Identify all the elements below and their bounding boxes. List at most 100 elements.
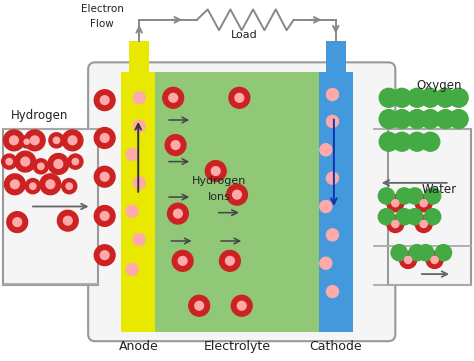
Circle shape xyxy=(30,136,39,145)
Circle shape xyxy=(100,134,109,142)
Circle shape xyxy=(9,136,18,145)
Circle shape xyxy=(72,158,79,165)
Bar xyxy=(326,41,346,72)
Text: Load: Load xyxy=(231,30,257,40)
Circle shape xyxy=(178,256,187,265)
Circle shape xyxy=(24,130,45,151)
Bar xyxy=(121,72,155,332)
Circle shape xyxy=(379,88,398,107)
Circle shape xyxy=(94,127,115,148)
Circle shape xyxy=(66,183,73,190)
Circle shape xyxy=(49,133,64,148)
Circle shape xyxy=(319,257,332,269)
Circle shape xyxy=(133,92,146,104)
Circle shape xyxy=(195,301,203,310)
Circle shape xyxy=(421,132,440,151)
Circle shape xyxy=(189,295,210,316)
Circle shape xyxy=(219,251,240,271)
Circle shape xyxy=(425,188,441,204)
Circle shape xyxy=(13,218,22,226)
Circle shape xyxy=(172,251,193,271)
Circle shape xyxy=(227,184,247,205)
Circle shape xyxy=(40,174,61,195)
Circle shape xyxy=(133,234,146,246)
Circle shape xyxy=(68,136,77,145)
Circle shape xyxy=(3,130,24,151)
Circle shape xyxy=(126,205,138,217)
Text: Cathode: Cathode xyxy=(310,340,362,353)
Circle shape xyxy=(171,141,180,149)
Circle shape xyxy=(449,88,468,107)
Circle shape xyxy=(420,200,427,207)
Circle shape xyxy=(163,87,183,108)
Circle shape xyxy=(392,221,399,227)
Circle shape xyxy=(400,251,417,269)
Circle shape xyxy=(64,216,72,225)
Circle shape xyxy=(62,179,77,194)
Circle shape xyxy=(326,88,338,101)
Circle shape xyxy=(425,209,441,225)
Circle shape xyxy=(436,245,452,261)
Circle shape xyxy=(100,96,109,105)
Circle shape xyxy=(38,163,44,170)
Circle shape xyxy=(133,177,146,189)
Text: Anode: Anode xyxy=(119,340,159,353)
Circle shape xyxy=(237,301,246,310)
Circle shape xyxy=(404,256,411,264)
Circle shape xyxy=(126,263,138,275)
Circle shape xyxy=(379,110,398,129)
Circle shape xyxy=(415,216,432,232)
Circle shape xyxy=(233,190,241,199)
Circle shape xyxy=(436,88,455,107)
Circle shape xyxy=(420,221,427,227)
Circle shape xyxy=(7,212,27,232)
Circle shape xyxy=(421,110,440,129)
Circle shape xyxy=(173,209,182,218)
Circle shape xyxy=(408,110,427,129)
Circle shape xyxy=(378,188,394,204)
Circle shape xyxy=(133,120,146,132)
Text: Water: Water xyxy=(422,183,457,196)
Circle shape xyxy=(415,195,432,212)
Circle shape xyxy=(378,209,394,225)
Circle shape xyxy=(10,180,19,189)
Circle shape xyxy=(94,166,115,187)
Circle shape xyxy=(94,90,115,110)
Circle shape xyxy=(15,151,36,172)
Circle shape xyxy=(53,137,60,144)
Circle shape xyxy=(379,132,398,151)
Text: Flow: Flow xyxy=(91,19,114,29)
Circle shape xyxy=(326,229,338,241)
Circle shape xyxy=(229,87,250,108)
Circle shape xyxy=(100,251,109,260)
Circle shape xyxy=(169,93,178,102)
Text: Electron: Electron xyxy=(81,4,124,14)
Circle shape xyxy=(407,188,423,204)
Circle shape xyxy=(409,245,425,261)
Circle shape xyxy=(205,161,226,182)
Text: Ions: Ions xyxy=(208,192,230,202)
Text: Oxygen: Oxygen xyxy=(417,79,462,92)
Circle shape xyxy=(100,212,109,220)
Circle shape xyxy=(126,148,138,161)
Circle shape xyxy=(396,209,412,225)
Circle shape xyxy=(48,153,69,174)
Circle shape xyxy=(319,144,332,156)
Circle shape xyxy=(418,245,434,261)
Circle shape xyxy=(387,216,404,232)
Circle shape xyxy=(426,251,443,269)
Circle shape xyxy=(21,157,30,166)
Circle shape xyxy=(235,93,244,102)
Circle shape xyxy=(436,110,455,129)
Circle shape xyxy=(68,154,83,169)
Bar xyxy=(388,130,471,286)
Circle shape xyxy=(211,167,220,175)
Circle shape xyxy=(407,209,423,225)
Circle shape xyxy=(421,88,440,107)
Circle shape xyxy=(20,136,33,148)
Text: Electrolyte: Electrolyte xyxy=(203,340,271,353)
Circle shape xyxy=(391,245,407,261)
Circle shape xyxy=(431,256,438,264)
Circle shape xyxy=(392,88,411,107)
Bar xyxy=(319,72,353,332)
